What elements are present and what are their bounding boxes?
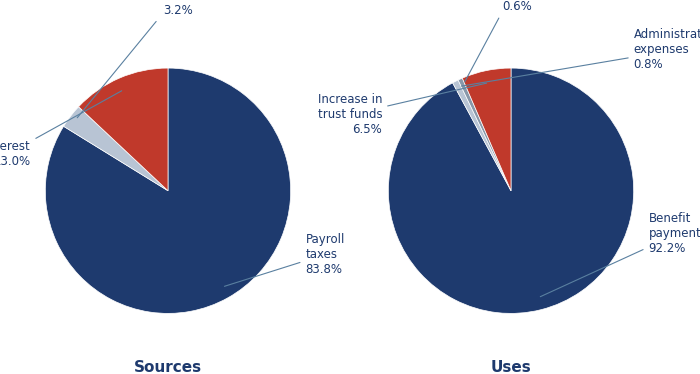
Text: Interest
13.0%: Interest 13.0%	[0, 91, 122, 168]
Text: Railroad Retirement
financial
interchange
0.6%: Railroad Retirement financial interchang…	[458, 0, 576, 82]
Wedge shape	[78, 68, 168, 191]
Wedge shape	[64, 107, 168, 191]
Text: Taxation of
benefits
3.2%: Taxation of benefits 3.2%	[77, 0, 210, 118]
Text: Administrative
expenses
0.8%: Administrative expenses 0.8%	[461, 28, 700, 86]
Wedge shape	[462, 68, 511, 191]
Wedge shape	[458, 78, 511, 191]
Wedge shape	[46, 68, 290, 313]
Text: Benefit
payments
92.2%: Benefit payments 92.2%	[540, 212, 700, 297]
Text: Sources: Sources	[134, 360, 202, 374]
Text: Payroll
taxes
83.8%: Payroll taxes 83.8%	[225, 233, 345, 286]
Text: Uses: Uses	[491, 360, 531, 374]
Wedge shape	[453, 80, 511, 191]
Wedge shape	[389, 68, 634, 313]
Text: Increase in
trust funds
6.5%: Increase in trust funds 6.5%	[318, 83, 486, 136]
